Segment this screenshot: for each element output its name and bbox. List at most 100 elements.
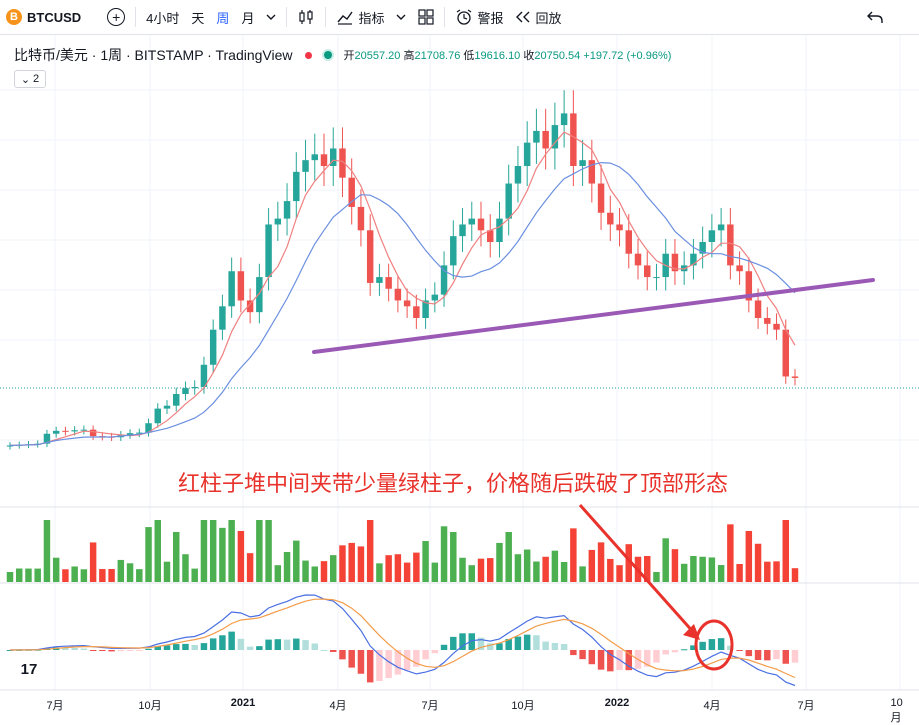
volume-bar [690,556,697,582]
volume-bar [468,565,475,582]
macd-hist-bar [727,645,734,650]
symbol-selector[interactable]: B BTCUSD [0,0,87,34]
candle-body [440,265,448,295]
undo-button[interactable] [861,0,889,34]
candle-body [163,405,171,409]
volume-bar [108,569,115,582]
macd-hist-bar [209,638,217,650]
interval-dropdown[interactable] [260,0,282,34]
volume-bar [422,541,429,582]
time-axis-label: 4月 [329,700,347,712]
macd-hist-bar [413,650,420,667]
macd-hist-bar [791,650,799,663]
candle-body [71,430,78,432]
replay-button[interactable]: 回放 [509,0,567,34]
macd-hist-bar [302,640,309,650]
market-status-icon [321,49,334,61]
volume-bar [348,542,355,582]
candle-body [145,423,152,433]
volume-bar [616,565,623,582]
chevron-down-icon [266,14,276,20]
candle-body [736,265,743,272]
candle-body [782,329,789,377]
macd-hist-bar [607,650,614,672]
volume-bar [551,550,559,582]
interval-week[interactable]: 周 [216,10,230,26]
compare-button[interactable]: + [101,0,131,34]
time-axis-label: 7月 [421,700,439,712]
macd-hist-bar [99,650,106,652]
volume-bar [708,557,716,582]
neckline-trendline[interactable] [312,278,875,354]
volume-bar [597,542,605,582]
volume-bar [246,553,254,582]
candle-body [634,253,642,266]
candle-body [6,445,14,447]
macd-hist-bar [579,650,586,660]
candle-body [366,230,374,283]
candle-body [773,323,780,330]
macd-hist-bar [754,650,762,660]
alarm-clock-icon [457,9,472,25]
candle-body [394,288,402,301]
indicators-dropdown[interactable] [390,0,412,34]
interval-month[interactable]: 月 [241,10,255,26]
volume-bar [403,562,411,582]
volume-bar [145,527,152,582]
candle-body [754,300,762,318]
volume-bar [736,564,743,582]
candle-body [339,148,346,178]
candle-body [357,206,365,231]
chart-type-button[interactable] [291,0,321,34]
macd-hist-bar [644,650,651,667]
candle-body [533,130,540,143]
tradingview-logo-icon: 17 [14,655,44,683]
macd-hist-bar [477,637,485,650]
annotation-text: 红柱子堆中间夹带少量绿柱子，价格随后跌破了顶部形态 [178,472,729,497]
candle-body [89,429,97,437]
candle-body [228,271,235,307]
volume-bar [71,566,78,582]
candle-body [413,306,420,318]
volume-bar [745,530,753,582]
volume-bar [514,554,522,582]
volume-bar [320,561,328,582]
volume-bar [25,568,32,582]
macd-hist-bar [680,649,688,651]
macd-hist-bar [570,650,577,656]
volume-bar [570,528,577,582]
volume-bar [782,520,789,582]
grid-icon [418,9,435,25]
candle-body [385,277,392,289]
candle-body [487,230,494,242]
volume-bar [487,558,494,582]
alert-button[interactable]: 警报 [449,0,509,34]
macd-hist-bar [237,638,245,650]
legend-collapse-button[interactable]: ⌄ 2 [14,70,46,88]
macd-hist-bar [450,636,457,650]
indicators-button[interactable]: 指标 [330,0,390,34]
macd-hist-bar [293,638,300,650]
volume-bar [200,520,208,582]
macd-hist-bar [80,648,88,650]
candle-body [283,201,291,219]
macd-hist-bar [256,646,263,650]
candle-body [422,300,429,318]
volume-bar [579,566,586,582]
candle-body [154,408,161,424]
volume-bar [136,569,143,582]
candle-body [579,160,586,166]
top-toolbar: B BTCUSD + 4小时 天 周 月 指标 [0,0,919,35]
interval-4h[interactable]: 4小时 [146,10,180,26]
interval-day[interactable]: 天 [191,10,205,26]
volume-bar [477,558,485,582]
volume-bar [330,555,337,582]
time-axis-label: 10月 [890,697,903,724]
layout-button[interactable] [412,0,440,34]
candle-body [191,386,198,389]
macd-hist-bar [385,650,392,679]
macd-hist-bar [459,633,466,650]
macd-hist-bar [468,633,475,650]
macd-hist-bar [690,645,697,650]
